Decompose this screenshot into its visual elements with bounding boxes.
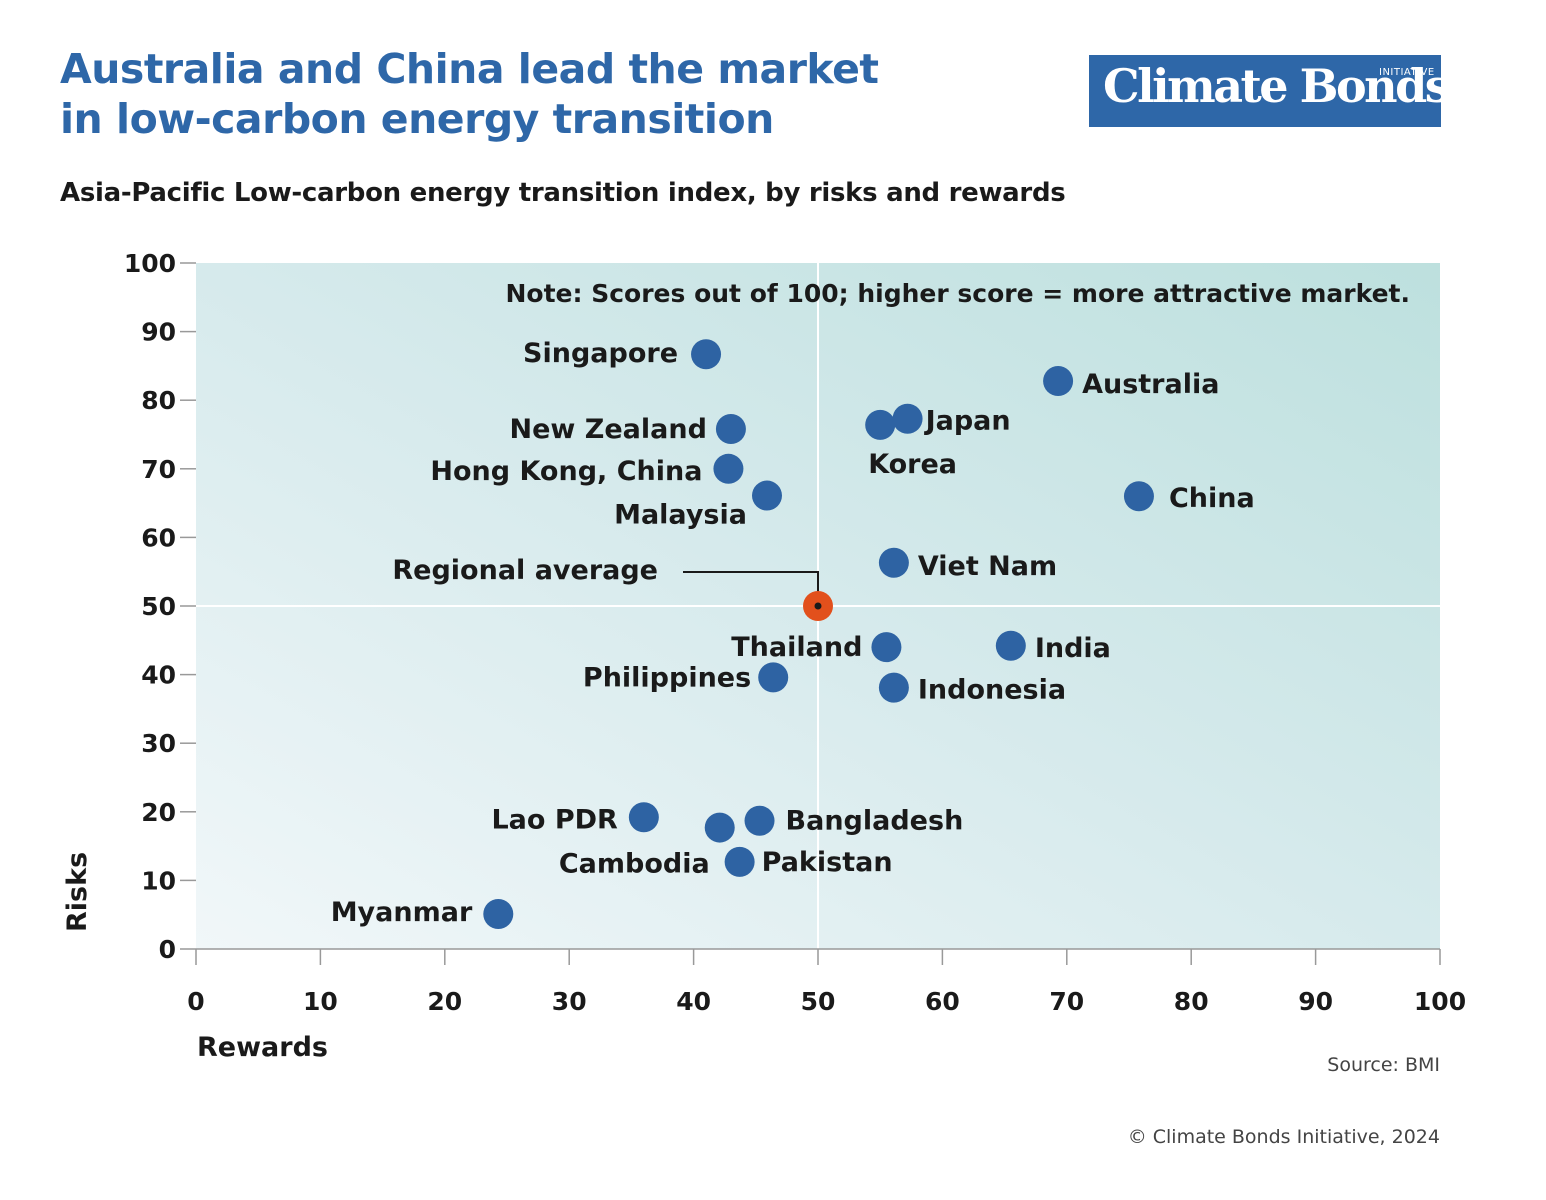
- logo-small-text: INITIATIVE: [1379, 67, 1435, 78]
- source-note: Source: BMI: [1327, 1054, 1440, 1076]
- y-tick-label: 20: [141, 798, 176, 827]
- point-australia: [1043, 365, 1074, 396]
- label-myanmar: Myanmar: [331, 897, 473, 928]
- label-thailand: Thailand: [731, 632, 862, 663]
- label-bangladesh: Bangladesh: [786, 806, 964, 837]
- label-indonesia: Indonesia: [918, 675, 1066, 706]
- point-india: [995, 630, 1026, 661]
- point-malaysia: [751, 480, 782, 511]
- label-new-zealand: New Zealand: [510, 414, 707, 445]
- x-tick-label: 90: [1298, 987, 1333, 1016]
- y-tick-label: 50: [141, 592, 176, 621]
- label-regional-average: Regional average: [392, 555, 658, 586]
- label-australia: Australia: [1082, 369, 1219, 400]
- x-tick-label: 50: [801, 987, 836, 1016]
- page-title: Australia and China lead the market in l…: [60, 44, 960, 144]
- label-cambodia: Cambodia: [559, 849, 710, 880]
- logo-text: Climate Bonds: [1103, 59, 1451, 113]
- point-viet-nam: [878, 547, 909, 578]
- x-tick-label: 20: [427, 987, 462, 1016]
- y-tick-label: 100: [124, 249, 176, 278]
- title-line-1: Australia and China lead the market: [60, 45, 879, 93]
- point-indonesia: [878, 672, 909, 703]
- label-lao-pdr: Lao PDR: [491, 804, 618, 835]
- x-axis-title: Rewards: [197, 1032, 328, 1063]
- point-bangladesh: [744, 805, 775, 836]
- x-tick-label: 0: [187, 987, 204, 1016]
- point-japan: [892, 403, 923, 434]
- label-japan: Japan: [924, 406, 1011, 437]
- label-india: India: [1035, 633, 1111, 664]
- x-tick-label: 100: [1414, 987, 1466, 1016]
- y-tick-label: 70: [141, 455, 176, 484]
- point-thailand: [871, 632, 902, 663]
- label-philippines: Philippines: [583, 662, 751, 693]
- climate-bonds-logo: Climate Bonds INITIATIVE: [1089, 55, 1451, 127]
- x-tick-label: 70: [1049, 987, 1084, 1016]
- label-viet-nam: Viet Nam: [918, 551, 1057, 582]
- regional-average: Regional average: [392, 555, 833, 621]
- x-tick-label: 30: [552, 987, 587, 1016]
- data-points: Singapore Australia New Zealand Korea Japan H…: [331, 338, 1255, 930]
- point-pakistan: [724, 846, 755, 877]
- point-cambodia: [704, 812, 735, 843]
- point-korea: [865, 409, 896, 440]
- average-center-dot: [814, 602, 822, 610]
- point-new-zealand: [715, 414, 746, 445]
- point-lao-pdr: [628, 802, 659, 833]
- y-tick-label: 40: [141, 661, 176, 690]
- y-tick-label: 80: [141, 386, 176, 415]
- y-tick-label: 90: [141, 318, 176, 347]
- chart-subtitle: Asia-Pacific Low-carbon energy transitio…: [60, 178, 1066, 208]
- x-tick-label: 60: [925, 987, 960, 1016]
- point-philippines: [758, 662, 789, 693]
- label-malaysia: Malaysia: [614, 500, 747, 531]
- x-tick-label: 80: [1174, 987, 1209, 1016]
- point-hong-kong-china: [713, 453, 744, 484]
- point-singapore: [691, 339, 722, 370]
- point-myanmar: [483, 899, 514, 930]
- point-china: [1123, 481, 1154, 512]
- copyright-note: © Climate Bonds Initiative, 2024: [1127, 1126, 1440, 1148]
- label-korea: Korea: [868, 449, 957, 480]
- x-tick-label: 10: [303, 987, 338, 1016]
- label-china: China: [1169, 483, 1255, 514]
- ticks: 0 10 20 30 40 50 60 70 80 90 100 0 10 20 30 40 50 60 70 80 9…: [124, 249, 1466, 1016]
- y-tick-label: 10: [141, 866, 176, 895]
- y-axis-title: Risks: [62, 852, 93, 932]
- y-tick-label: 0: [159, 935, 176, 964]
- x-tick-label: 40: [676, 987, 711, 1016]
- label-hong-kong-china: Hong Kong, China: [430, 456, 702, 487]
- label-singapore: Singapore: [523, 338, 678, 369]
- title-line-2: in low-carbon energy transition: [60, 95, 774, 143]
- chart-note: Note: Scores out of 100; higher score = …: [506, 279, 1411, 308]
- y-tick-label: 30: [141, 729, 176, 758]
- label-pakistan: Pakistan: [762, 847, 893, 878]
- y-tick-label: 60: [141, 523, 176, 552]
